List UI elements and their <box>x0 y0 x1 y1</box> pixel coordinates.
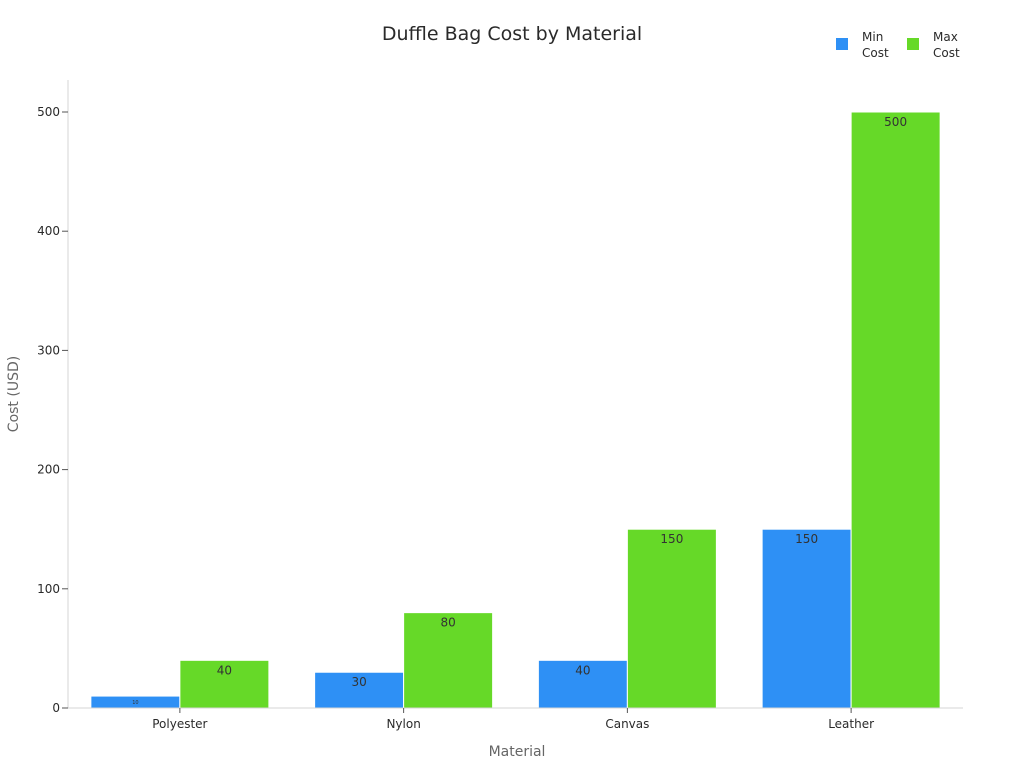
bars <box>90 111 941 709</box>
data-label: 10 <box>132 700 138 706</box>
data-label: 80 <box>440 616 455 630</box>
legend-label: Cost <box>933 46 960 60</box>
legend: Min Cost Max Cost <box>836 30 960 60</box>
x-axis: Polyester Nylon Canvas Leather <box>68 707 963 731</box>
y-tick-label: 300 <box>37 343 60 357</box>
y-tick-label: 0 <box>52 701 60 715</box>
bar <box>850 111 941 709</box>
legend-label: Min <box>862 30 883 44</box>
x-tick-label: Canvas <box>605 717 649 731</box>
legend-label: Max <box>933 30 958 44</box>
data-labels: 10 40 30 80 40 150 150 500 <box>132 115 907 706</box>
bar <box>761 528 852 709</box>
chart-title: Duffle Bag Cost by Material <box>382 23 642 45</box>
y-tick-label: 400 <box>37 224 60 238</box>
data-label: 500 <box>884 115 907 129</box>
y-tick-label: 100 <box>37 582 60 596</box>
legend-label: Cost <box>862 46 889 60</box>
y-axis-title: Cost (USD) <box>6 356 22 432</box>
data-label: 150 <box>795 532 818 546</box>
bar <box>403 612 494 709</box>
legend-swatch <box>907 38 919 50</box>
data-label: 40 <box>575 663 590 677</box>
x-tick-label: Nylon <box>386 717 420 731</box>
x-tick-label: Leather <box>828 717 874 731</box>
x-axis-title: Material <box>489 744 546 760</box>
bar <box>626 528 717 709</box>
y-tick-label: 200 <box>37 463 60 477</box>
y-axis: 0 100 200 300 400 500 <box>37 80 69 715</box>
legend-swatch <box>836 38 848 50</box>
x-tick-label: Polyester <box>152 717 207 731</box>
data-label: 150 <box>660 532 683 546</box>
y-tick-label: 500 <box>37 105 60 119</box>
data-label: 40 <box>217 663 232 677</box>
bar <box>179 659 270 709</box>
data-label: 30 <box>351 675 366 689</box>
